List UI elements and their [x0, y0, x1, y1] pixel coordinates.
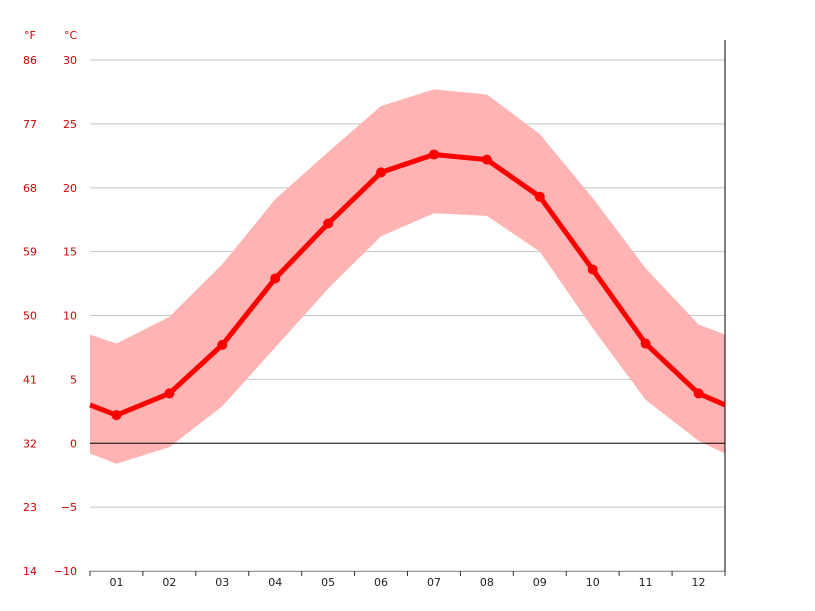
- data-point: [217, 339, 228, 350]
- y-tick-label-celsius: −10: [54, 565, 77, 578]
- data-point: [693, 388, 704, 399]
- x-tick-label: 09: [533, 576, 547, 589]
- data-point: [270, 273, 281, 284]
- y-tick-label-fahrenheit: 86: [23, 54, 37, 67]
- y-tick-label-fahrenheit: 59: [23, 246, 37, 259]
- x-tick-label: 05: [321, 576, 335, 589]
- x-tick-label: 01: [109, 576, 123, 589]
- data-point: [376, 167, 387, 178]
- y-axis-celsius-labels: 30 25 20 15 10 5 0 −5 −10: [54, 54, 77, 578]
- data-point: [111, 410, 122, 421]
- x-tick-label: 08: [480, 576, 494, 589]
- y-tick-label-fahrenheit: 41: [23, 373, 37, 386]
- x-tick-label: 07: [427, 576, 441, 589]
- x-tick-label: 11: [639, 576, 653, 589]
- x-tick-label: 04: [268, 576, 282, 589]
- y-tick-label-celsius: −5: [61, 501, 77, 514]
- y-tick-label-celsius: 0: [70, 437, 77, 450]
- y-tick-label-celsius: 10: [63, 310, 77, 323]
- celsius-unit-label: °C: [64, 29, 78, 42]
- y-tick-label-celsius: 5: [70, 373, 77, 386]
- x-tick-label: 03: [215, 576, 229, 589]
- y-tick-label-celsius: 25: [63, 118, 77, 131]
- y-tick-label-fahrenheit: 14: [23, 565, 37, 578]
- temperature-range-band: [90, 89, 725, 464]
- y-tick-label-fahrenheit: 77: [23, 118, 37, 131]
- data-point: [323, 218, 334, 229]
- x-axis-labels: 01 02 03 04 05 06 07 08 09 10 11 12: [109, 576, 705, 589]
- y-axis-fahrenheit-labels: 86 77 68 59 50 41 32 23 14: [23, 54, 37, 578]
- y-tick-label-fahrenheit: 32: [23, 437, 37, 450]
- data-point: [587, 264, 598, 275]
- y-tick-label-fahrenheit: 50: [23, 310, 37, 323]
- y-tick-label-celsius: 15: [63, 246, 77, 259]
- y-tick-label-celsius: 30: [63, 54, 77, 67]
- y-tick-label-celsius: 20: [63, 182, 77, 195]
- data-point: [534, 191, 545, 202]
- data-point: [640, 338, 651, 349]
- data-point: [481, 154, 492, 165]
- x-axis-ticks: [89, 571, 726, 576]
- y-tick-label-fahrenheit: 23: [23, 501, 37, 514]
- x-tick-label: 12: [692, 576, 706, 589]
- series-line: [89, 152, 726, 418]
- data-point: [428, 149, 439, 160]
- x-tick-label: 10: [586, 576, 600, 589]
- fahrenheit-unit-label: °F: [24, 29, 36, 42]
- data-point: [164, 388, 175, 399]
- x-tick-label: 02: [162, 576, 176, 589]
- data-points: [111, 149, 704, 421]
- x-tick-label: 06: [374, 576, 388, 589]
- y-tick-label-fahrenheit: 68: [23, 182, 37, 195]
